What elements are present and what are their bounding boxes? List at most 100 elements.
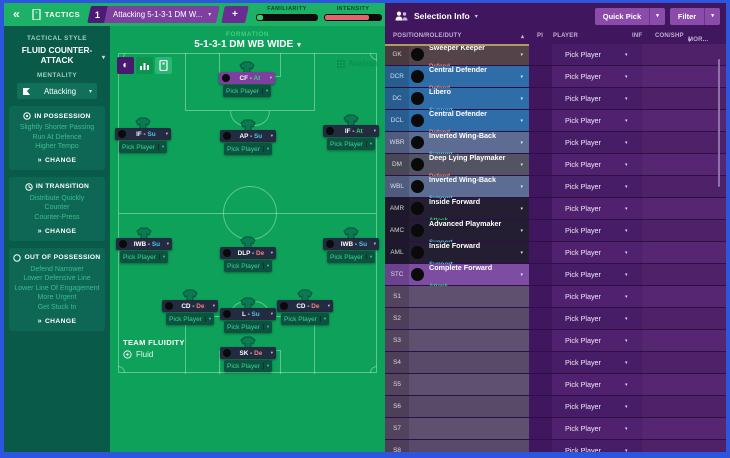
role-bar[interactable]: CF - At ▾ (219, 72, 275, 84)
role-cell[interactable]: S5 (385, 374, 529, 395)
view-stats-toggle[interactable] (136, 57, 153, 74)
mentality-dropdown[interactable]: Attacking ▾ (17, 83, 97, 99)
chevron-down-icon: ▾ (212, 303, 215, 308)
pitch-player-wbl: IWB - Su ▾ Pick Player ▾ (116, 227, 172, 263)
role-bar[interactable]: CD - De ▾ (277, 300, 333, 312)
role-cell[interactable]: S3 (385, 330, 529, 351)
pick-player-dropdown[interactable]: Pick Player ▾ (120, 251, 168, 263)
role-cell[interactable]: S7 (385, 418, 529, 439)
role-bar[interactable]: IWB - Su ▾ (116, 238, 172, 250)
role-bar[interactable]: L - Su ▾ (220, 308, 276, 320)
table-row-s1[interactable]: S1 Pick Player ▾ (385, 286, 726, 308)
pick-player-dropdown[interactable]: Pick Player ▾ (552, 286, 641, 307)
role-bar[interactable]: IF - At ▾ (323, 125, 379, 137)
pick-player-dropdown[interactable]: Pick Player ▾ (223, 85, 271, 97)
pick-player-dropdown[interactable]: Pick Player ▾ (552, 220, 641, 241)
role-bar[interactable]: IF - Su ▾ (115, 128, 171, 140)
pick-player-dropdown[interactable]: Pick Player ▾ (224, 360, 272, 372)
chevron-down-icon: ▾ (520, 205, 523, 212)
table-row-s3[interactable]: S3 Pick Player ▾ (385, 330, 726, 352)
analysis-button[interactable]: Analysis (337, 59, 378, 68)
role-bar[interactable]: AP - Su ▾ (220, 130, 276, 142)
role-bar[interactable]: DLP - De ▾ (220, 247, 276, 259)
view-roles-toggle[interactable]: ◐ (117, 57, 134, 74)
column-pi[interactable]: PI (537, 33, 544, 39)
role-cell[interactable]: S8 (385, 440, 529, 452)
pick-player-dropdown[interactable]: Pick Player ▾ (119, 141, 167, 153)
column-con-shp[interactable]: CON/SHP (655, 33, 684, 39)
half-circle-icon: ◐ (122, 60, 129, 71)
tactics-nav[interactable]: TACTICS (32, 9, 80, 20)
column-player[interactable]: PLAYER (553, 33, 578, 39)
table-row-s2[interactable]: S2 Pick Player ▾ (385, 308, 726, 330)
pick-player-dropdown[interactable]: Pick Player ▾ (224, 260, 272, 272)
add-tactic-button[interactable]: + (221, 6, 250, 23)
quick-pick-button[interactable]: Quick Pick ▾ (594, 7, 665, 25)
chevron-down-icon: ▾ (625, 425, 628, 432)
pick-player-dropdown[interactable]: Pick Player ▾ (552, 154, 641, 175)
tactical-style-label: TACTICAL STYLE (27, 35, 87, 42)
role-bar[interactable]: SK - De ▾ (220, 347, 276, 359)
role-cell[interactable]: S1 (385, 286, 529, 307)
scrollbar[interactable] (718, 59, 720, 187)
view-kit-toggle[interactable] (155, 57, 172, 74)
pick-player-dropdown[interactable]: Pick Player ▾ (552, 396, 641, 417)
filter-button[interactable]: Filter ▾ (669, 7, 720, 25)
pick-player-dropdown[interactable]: Pick Player ▾ (552, 176, 641, 197)
table-row-s7[interactable]: S7 Pick Player ▾ (385, 418, 726, 440)
pick-player-dropdown[interactable]: Pick Player ▾ (552, 198, 641, 219)
pick-player-dropdown[interactable]: Pick Player ▾ (552, 110, 641, 131)
role-cell[interactable]: S2 (385, 308, 529, 329)
pick-player-dropdown[interactable]: Pick Player ▾ (552, 440, 641, 452)
selection-info-dropdown[interactable]: Selection Info (414, 11, 470, 21)
pick-player-dropdown[interactable]: Pick Player ▾ (327, 251, 375, 263)
in-transition-change-button[interactable]: » CHANGE (37, 227, 77, 235)
table-row-dc[interactable]: DCLiberoSupport▾ Pick Player▾ (385, 87, 726, 114)
pick-player-dropdown[interactable]: Pick Player ▾ (552, 88, 641, 109)
pick-player-dropdown[interactable]: Pick Player ▾ (552, 132, 641, 153)
pick-player-dropdown[interactable]: Pick Player ▾ (224, 321, 272, 333)
pick-player-dropdown[interactable]: Pick Player ▾ (166, 313, 214, 325)
familiarity-bar (256, 14, 318, 21)
pick-player-dropdown[interactable]: Pick Player ▾ (552, 352, 641, 373)
table-row-s6[interactable]: S6 Pick Player ▾ (385, 396, 726, 418)
role-cell[interactable]: S6 (385, 396, 529, 417)
column-inf[interactable]: INF (632, 33, 643, 39)
out-of-possession-change-button[interactable]: » CHANGE (37, 317, 77, 325)
role-bar[interactable]: CD - De ▾ (162, 300, 218, 312)
pick-player-dropdown[interactable]: Pick Player ▾ (552, 308, 641, 329)
tactic-selector[interactable]: 1 Attacking 5-1-3-1 DM W... ▾ (87, 6, 221, 23)
pick-player-dropdown[interactable]: Pick Player ▾ (552, 418, 641, 439)
in-possession-change-button[interactable]: » CHANGE (37, 156, 77, 164)
role-cell[interactable]: S4 (385, 352, 529, 373)
table-row-s5[interactable]: S5 Pick Player ▾ (385, 374, 726, 396)
tactical-style-dropdown[interactable]: FLUID COUNTER-ATTACK ▾ (4, 45, 110, 65)
pick-player-dropdown[interactable]: Pick Player ▾ (552, 374, 641, 395)
collapse-sidebar-button[interactable]: « (13, 7, 20, 21)
pick-player-dropdown[interactable]: Pick Player ▾ (224, 143, 272, 155)
table-row-s4[interactable]: S4 Pick Player ▾ (385, 352, 726, 374)
pick-player-dropdown[interactable]: Pick Player ▾ (552, 242, 641, 263)
pick-player-dropdown[interactable]: Pick Player ▾ (552, 44, 641, 65)
pick-player-dropdown[interactable]: Pick Player ▾ (552, 66, 641, 87)
pick-player-dropdown[interactable]: Pick Player ▾ (327, 138, 375, 150)
role-bar[interactable]: IWB - Su ▾ (323, 238, 379, 250)
pick-player-dropdown[interactable]: Pick Player ▾ (552, 330, 641, 351)
pick-player-dropdown[interactable]: Pick Player ▾ (552, 264, 641, 285)
pick-player-dropdown[interactable]: Pick Player ▾ (281, 313, 329, 325)
table-row-s8[interactable]: S8 Pick Player ▾ (385, 440, 726, 452)
formation-dropdown[interactable]: 5-1-3-1 DM WB WIDE ▾ (194, 39, 301, 50)
column-position[interactable]: POSITION/ROLE/DUTY (393, 33, 462, 39)
